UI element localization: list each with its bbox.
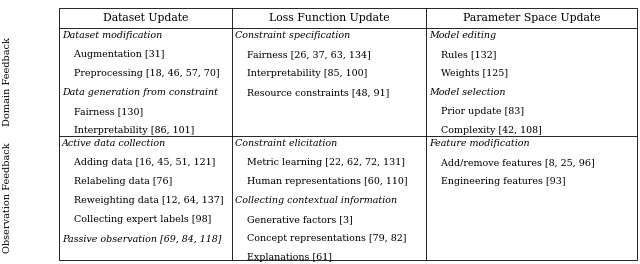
Text: Generative factors [3]: Generative factors [3] — [236, 215, 353, 224]
Text: Collecting expert labels [98]: Collecting expert labels [98] — [62, 215, 211, 224]
Text: Feature modification: Feature modification — [429, 139, 530, 148]
Text: Observation Feedback: Observation Feedback — [3, 143, 12, 253]
Text: Active data collection: Active data collection — [62, 139, 166, 148]
Text: Interpretability [85, 100]: Interpretability [85, 100] — [236, 69, 368, 78]
Text: Constraint elicitation: Constraint elicitation — [236, 139, 338, 148]
Text: Model editing: Model editing — [429, 31, 496, 40]
Text: Engineering features [93]: Engineering features [93] — [429, 177, 566, 186]
Text: Dataset Update: Dataset Update — [103, 13, 188, 23]
Text: Loss Function Update: Loss Function Update — [269, 13, 389, 23]
Text: Human representations [60, 110]: Human representations [60, 110] — [236, 177, 408, 186]
Text: Fairness [26, 37, 63, 134]: Fairness [26, 37, 63, 134] — [236, 50, 371, 59]
Text: Preprocessing [18, 46, 57, 70]: Preprocessing [18, 46, 57, 70] — [62, 69, 220, 78]
Text: Interpretability [86, 101]: Interpretability [86, 101] — [62, 126, 195, 135]
Text: Passive observation [69, 84, 118]: Passive observation [69, 84, 118] — [62, 234, 221, 243]
Text: Prior update [83]: Prior update [83] — [429, 107, 524, 116]
Text: Complexity [42, 108]: Complexity [42, 108] — [429, 126, 542, 135]
Text: Rules [132]: Rules [132] — [429, 50, 497, 59]
Text: Augmentation [31]: Augmentation [31] — [62, 50, 164, 59]
Text: Constraint specification: Constraint specification — [236, 31, 351, 40]
Text: Metric learning [22, 62, 72, 131]: Metric learning [22, 62, 72, 131] — [236, 158, 406, 167]
Text: Model selection: Model selection — [429, 88, 506, 97]
Text: Adding data [16, 45, 51, 121]: Adding data [16, 45, 51, 121] — [62, 158, 216, 167]
Text: Domain Feedback: Domain Feedback — [3, 37, 12, 126]
Text: Weights [125]: Weights [125] — [429, 69, 508, 78]
Text: Concept representations [79, 82]: Concept representations [79, 82] — [236, 234, 407, 243]
Text: Reweighting data [12, 64, 137]: Reweighting data [12, 64, 137] — [62, 196, 224, 205]
Text: Resource constraints [48, 91]: Resource constraints [48, 91] — [236, 88, 390, 97]
Text: Dataset modification: Dataset modification — [62, 31, 163, 40]
Text: Data generation from constraint: Data generation from constraint — [62, 88, 218, 97]
Text: Collecting contextual information: Collecting contextual information — [236, 196, 397, 205]
Text: Relabeling data [76]: Relabeling data [76] — [62, 177, 172, 186]
Text: Explanations [61]: Explanations [61] — [236, 253, 332, 262]
Text: Parameter Space Update: Parameter Space Update — [463, 13, 600, 23]
Text: Fairness [130]: Fairness [130] — [62, 107, 143, 116]
Text: Add/remove features [8, 25, 96]: Add/remove features [8, 25, 96] — [429, 158, 595, 167]
